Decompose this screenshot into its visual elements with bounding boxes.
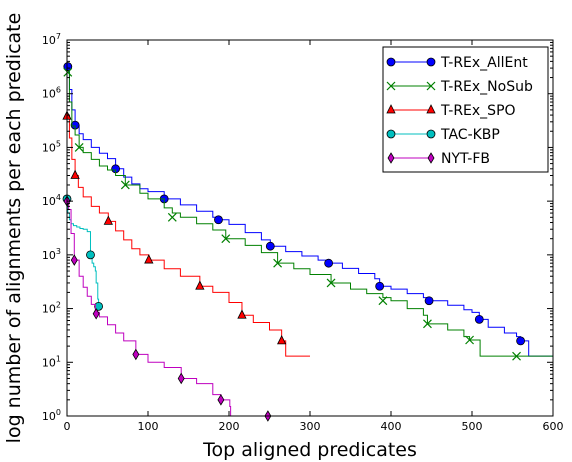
x-tick-label: 600 <box>543 420 564 433</box>
legend-label: T-REx_AllEnt <box>440 55 528 71</box>
x-tick-label: 400 <box>381 420 402 433</box>
data-point-tac-kbp <box>86 251 94 259</box>
y-tick-label: 102 <box>42 301 61 316</box>
x-tick-label: 200 <box>219 420 240 433</box>
x-tick-label: 100 <box>138 420 159 433</box>
data-point-t-rex-allent <box>475 315 483 323</box>
legend-label: NYT-FB <box>441 151 490 167</box>
y-tick-label: 103 <box>42 247 61 262</box>
legend: T-REx_AllEnt T-REx_NoSub T-REx_SPO TAC-KBP N… <box>383 47 548 172</box>
legend-label: TAC-KBP <box>440 127 500 143</box>
data-point-t-rex-allent <box>517 337 525 345</box>
data-point-t-rex-allent <box>214 216 222 224</box>
data-point-t-rex-allent <box>376 282 384 290</box>
x-tick-label: 0 <box>64 420 71 433</box>
legend-marker <box>387 58 395 66</box>
legend-marker <box>427 130 435 138</box>
y-tick-label: 101 <box>42 354 61 369</box>
data-point-t-rex-allent <box>266 242 274 250</box>
legend-marker <box>387 130 395 138</box>
x-tick-label: 300 <box>300 420 321 433</box>
y-tick-label: 100 <box>42 408 61 423</box>
y-tick-label: 104 <box>42 193 61 208</box>
x-tick-label: 500 <box>462 420 483 433</box>
legend-marker <box>427 58 435 66</box>
y-tick-label: 105 <box>42 139 61 154</box>
y-tick-label: 107 <box>42 32 61 47</box>
legend-label: T-REx_SPO <box>440 103 516 119</box>
data-point-t-rex-allent <box>325 259 333 267</box>
legend-label: T-REx_NoSub <box>440 79 533 95</box>
x-axis-label: Top aligned predicates <box>202 439 417 461</box>
data-point-t-rex-allent <box>425 297 433 305</box>
y-tick-label: 106 <box>42 86 61 101</box>
y-axis-label: log number of alignments per each predic… <box>3 13 25 444</box>
